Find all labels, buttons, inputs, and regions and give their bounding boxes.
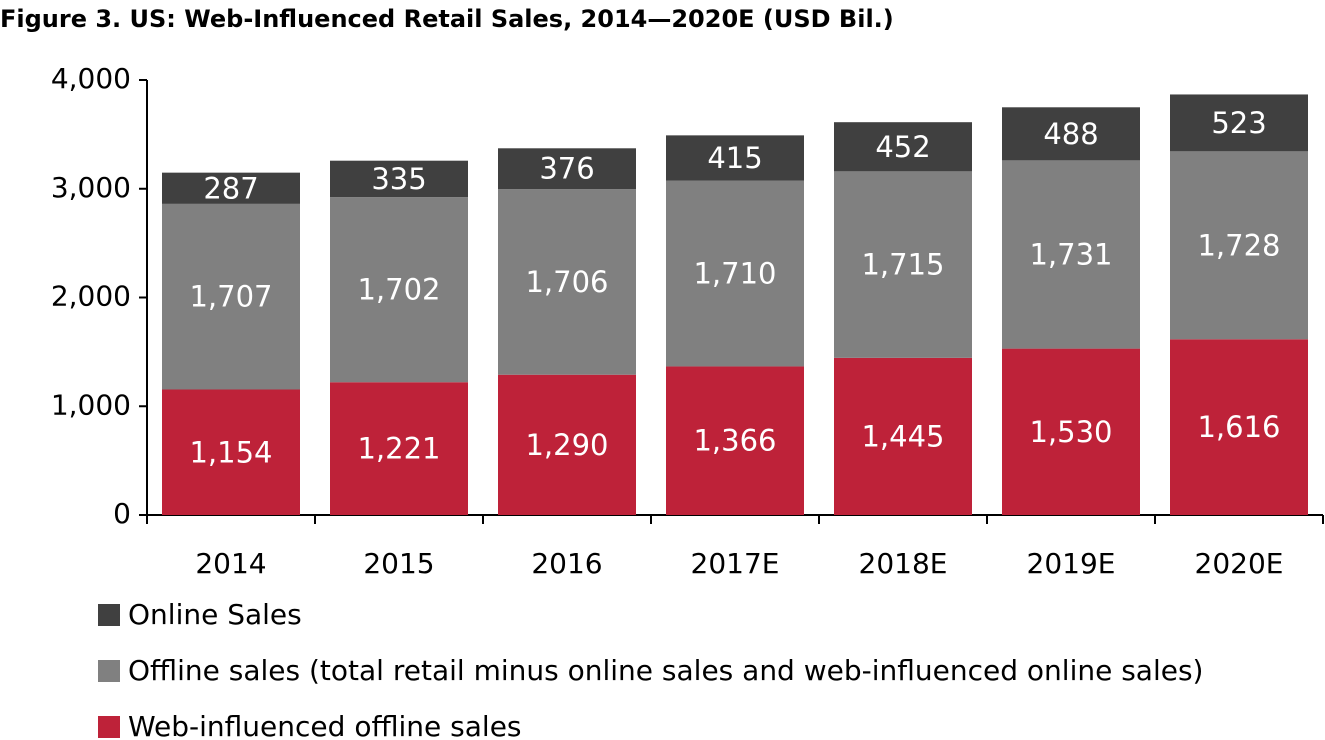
data-label: 335 — [371, 162, 426, 196]
bar-segment — [162, 172, 300, 204]
chart-title: Figure 3. US: Web-Influenced Retail Sale… — [0, 5, 894, 33]
bar-segment — [666, 135, 804, 181]
legend-label: Offline sales (total retail minus online… — [128, 654, 1203, 687]
data-label: 287 — [203, 171, 258, 205]
y-tick-label: 2,000 — [51, 280, 131, 313]
data-label: 1,710 — [693, 256, 776, 290]
data-label: 1,366 — [693, 424, 776, 458]
bar-segment — [834, 122, 972, 172]
bar-segment — [330, 382, 468, 515]
bar-segment — [1170, 151, 1308, 340]
bar-segment — [1170, 94, 1308, 152]
x-tick-label: 2017E — [691, 547, 780, 580]
bar-segment — [1170, 339, 1308, 515]
x-tick-label: 2016 — [531, 547, 602, 580]
bar-segment — [1002, 160, 1140, 349]
data-label: 1,530 — [1029, 415, 1112, 449]
bar-segment — [330, 197, 468, 383]
bar-segment — [834, 171, 972, 358]
bar-segment — [834, 357, 972, 515]
data-label: 1,728 — [1197, 228, 1280, 262]
y-tick-label: 0 — [113, 497, 131, 530]
bar-segment — [498, 374, 636, 515]
data-label: 376 — [539, 152, 594, 186]
bar-segment — [498, 189, 636, 375]
data-label: 1,154 — [189, 435, 272, 469]
data-label: 1,731 — [1029, 237, 1112, 271]
x-tick-label: 2014 — [195, 547, 266, 580]
data-label: 415 — [707, 141, 762, 175]
x-tick-label: 2015 — [363, 547, 434, 580]
bar-segment — [1002, 348, 1140, 515]
bar-segment — [162, 203, 300, 390]
data-label: 1,707 — [189, 280, 272, 314]
legend-label: Web-influenced offline sales — [128, 710, 522, 740]
x-tick-label: 2020E — [1195, 547, 1284, 580]
legend-label: Online Sales — [128, 598, 302, 631]
data-label: 452 — [875, 130, 930, 164]
bar-segment — [666, 366, 804, 515]
x-tick-label: 2018E — [859, 547, 948, 580]
data-label: 523 — [1211, 106, 1266, 140]
data-label: 1,290 — [525, 428, 608, 462]
bar-segment — [162, 389, 300, 515]
y-tick-label: 4,000 — [51, 62, 131, 95]
data-label: 1,445 — [861, 419, 944, 453]
data-label: 1,221 — [357, 432, 440, 466]
bar-segment — [498, 148, 636, 190]
bar-segment — [666, 180, 804, 367]
data-label: 488 — [1043, 117, 1098, 151]
data-label: 1,715 — [861, 248, 944, 282]
data-label: 1,702 — [357, 273, 440, 307]
y-tick-label: 1,000 — [51, 388, 131, 421]
data-label: 1,706 — [525, 265, 608, 299]
data-label: 1,616 — [1197, 410, 1280, 444]
x-tick-label: 2019E — [1027, 547, 1116, 580]
legend-swatch — [98, 604, 120, 626]
bar-segment — [1002, 107, 1140, 161]
bar-segment — [330, 160, 468, 198]
y-tick-label: 3,000 — [51, 171, 131, 204]
legend-swatch — [98, 660, 120, 682]
legend-swatch — [98, 716, 120, 738]
